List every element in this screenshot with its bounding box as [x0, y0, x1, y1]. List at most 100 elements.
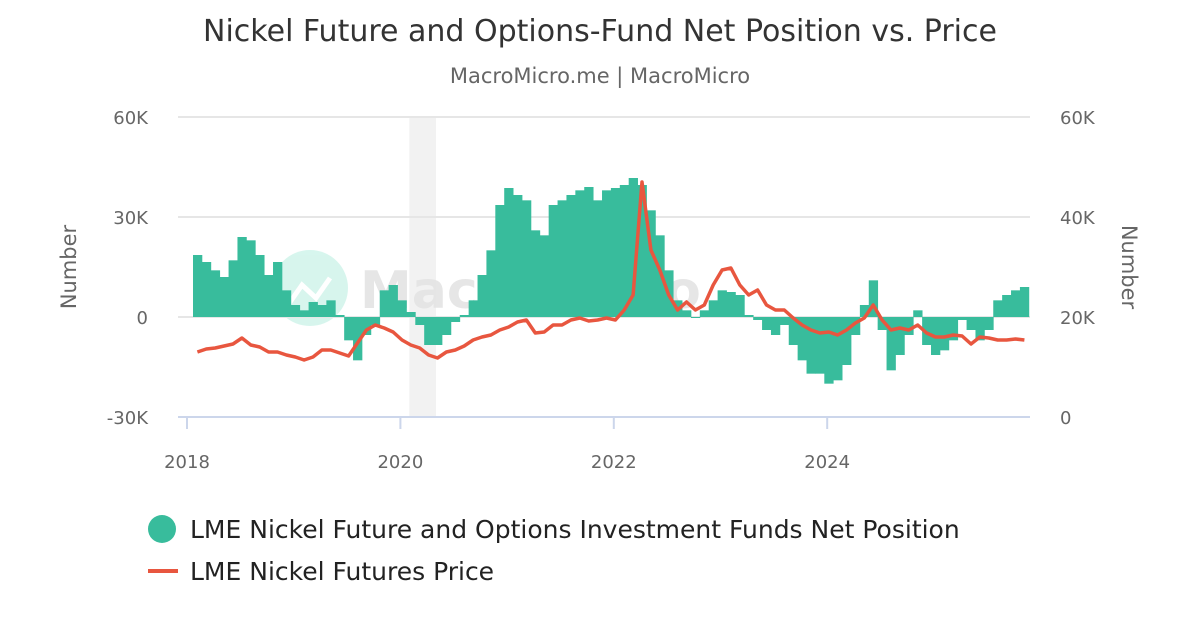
bar — [753, 317, 763, 320]
bar — [406, 312, 416, 317]
bar — [201, 262, 212, 317]
chart-subtitle: MacroMicro.me | MacroMicro — [449, 64, 751, 88]
bar — [495, 205, 505, 317]
bar — [353, 317, 363, 361]
bar — [433, 317, 443, 345]
bar — [459, 315, 470, 317]
x-tick-label: 2018 — [164, 452, 210, 473]
bar — [246, 240, 256, 317]
bar — [219, 277, 229, 317]
bar — [788, 317, 799, 345]
legend-label: LME Nickel Futures Price — [190, 556, 495, 586]
bar — [344, 317, 354, 341]
bar — [655, 235, 665, 317]
bar — [646, 210, 656, 317]
bar — [886, 317, 896, 371]
bar — [326, 300, 336, 317]
bar — [361, 317, 372, 335]
bar — [584, 187, 594, 317]
bar — [593, 200, 603, 317]
left-tick-label: 60K — [113, 108, 149, 129]
legend: LME Nickel Future and Options Investment… — [148, 508, 960, 592]
bar — [441, 317, 452, 335]
legend-circle-icon — [148, 515, 176, 543]
x-tick-label: 2024 — [804, 452, 850, 473]
bar — [602, 190, 612, 317]
bar — [957, 317, 967, 320]
bar — [744, 315, 754, 317]
bar — [504, 188, 514, 317]
bar — [193, 255, 203, 317]
bar — [824, 317, 834, 384]
bar — [228, 260, 238, 317]
bar — [468, 300, 478, 317]
bar — [762, 317, 772, 330]
bar — [610, 188, 621, 317]
bar — [726, 292, 736, 317]
bar — [628, 178, 638, 317]
bar — [388, 285, 398, 317]
bar — [415, 317, 425, 325]
bar — [557, 200, 567, 317]
bar — [1019, 287, 1030, 317]
bar — [984, 317, 994, 330]
bar — [948, 317, 959, 341]
bar — [717, 290, 727, 317]
bar — [637, 185, 647, 317]
right-tick-label: 60K — [1060, 108, 1096, 129]
bar — [815, 317, 825, 374]
bar — [237, 237, 247, 317]
bar — [904, 317, 914, 335]
bar — [868, 280, 879, 317]
bar — [255, 255, 265, 317]
bar — [1002, 295, 1012, 317]
bar — [1011, 290, 1021, 317]
left-tick-label: 30K — [113, 208, 149, 229]
bar — [877, 317, 887, 330]
bar — [575, 190, 585, 317]
right-tick-label: 20K — [1060, 308, 1096, 329]
bar — [397, 300, 407, 317]
bar — [521, 200, 532, 317]
bar — [859, 305, 870, 317]
price-line — [196, 180, 1025, 362]
bar — [708, 300, 719, 317]
bar — [210, 270, 221, 317]
bar — [966, 317, 976, 330]
bar — [566, 195, 576, 317]
left-tick-label: -30K — [107, 408, 149, 429]
bar — [317, 305, 327, 317]
legend-line-icon — [148, 569, 178, 573]
bar — [895, 317, 905, 355]
bar — [913, 310, 923, 317]
bar — [539, 235, 550, 317]
bar — [548, 205, 558, 317]
legend-item-net-position[interactable]: LME Nickel Future and Options Investment… — [148, 508, 960, 550]
bar — [477, 275, 487, 317]
left-axis-title: Number — [57, 224, 81, 309]
bar — [850, 317, 861, 335]
right-tick-label: 0 — [1060, 408, 1071, 429]
bar — [993, 300, 1003, 317]
bar — [690, 317, 701, 318]
bar — [335, 315, 345, 317]
bar — [975, 317, 985, 341]
bar — [735, 295, 745, 317]
left-tick-label: 0 — [137, 308, 148, 329]
legend-item-price[interactable]: LME Nickel Futures Price — [148, 550, 960, 592]
bar — [299, 310, 309, 317]
bar — [308, 302, 318, 317]
bar — [281, 290, 292, 317]
bar — [699, 310, 710, 317]
chart-title: Nickel Future and Options-Fund Net Posit… — [203, 14, 997, 49]
bar — [513, 195, 523, 317]
x-tick-label: 2022 — [591, 452, 637, 473]
bar — [264, 275, 274, 317]
bar — [530, 230, 541, 317]
x-tick-label: 2020 — [377, 452, 423, 473]
bar — [273, 262, 283, 317]
bar — [450, 317, 461, 322]
bar — [290, 305, 301, 317]
legend-label: LME Nickel Future and Options Investment… — [190, 514, 960, 544]
